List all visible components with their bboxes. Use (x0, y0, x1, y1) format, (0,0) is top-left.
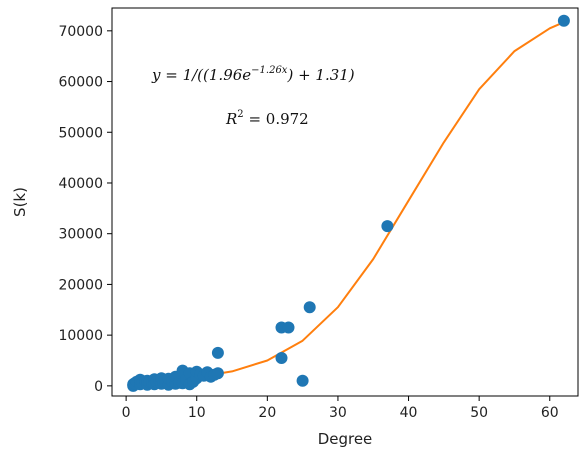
data-point (211, 367, 224, 380)
plot-area (112, 8, 578, 396)
r-squared-annotation: R2 = 0.972 (225, 109, 309, 128)
x-tick-label: 60 (541, 405, 559, 421)
y-tick-label: 50000 (58, 125, 103, 141)
data-point (211, 346, 224, 359)
equation-tail: ) + 1.31) (286, 66, 354, 84)
x-tick-label: 30 (329, 405, 347, 421)
y-tick-label: 70000 (58, 24, 103, 40)
axes-layer (111, 7, 579, 397)
data-point (296, 374, 309, 387)
x-tick-label: 40 (400, 405, 418, 421)
x-axis-title: Degree (318, 430, 373, 448)
x-tick-label: 0 (122, 405, 131, 421)
y-tick-label: 20000 (58, 277, 103, 293)
y-tick-label: 40000 (58, 176, 103, 192)
r2-label: R (225, 110, 237, 128)
r2-superscript: 2 (237, 109, 243, 120)
y-tick-label: 0 (94, 379, 103, 395)
x-tick-label: 10 (188, 405, 206, 421)
scatter-points-layer (127, 14, 570, 392)
data-point (282, 321, 295, 334)
data-point (275, 352, 288, 364)
y-tick-label: 60000 (58, 75, 103, 91)
data-point (557, 14, 570, 27)
ticks-layer: 0 10 20 30 40 50 60 0 10000 20000 30000 40000 50000 6… (58, 24, 558, 421)
r2-value: = 0.972 (244, 110, 309, 128)
x-tick-label: 20 (258, 405, 276, 421)
y-axis-title: S(k) (11, 187, 29, 217)
equation-exponent: −1.26x (251, 65, 288, 76)
x-tick-label: 50 (470, 405, 488, 421)
data-point (303, 301, 316, 314)
y-tick-label: 10000 (58, 328, 103, 344)
data-point (381, 220, 394, 233)
y-tick-label: 30000 (58, 227, 103, 243)
fit-equation-annotation: y = 1/((1.96e−1.26x) + 1.31) (151, 65, 355, 84)
axes-frame (111, 7, 579, 397)
equation-main: y = 1/((1.96e (151, 66, 251, 84)
